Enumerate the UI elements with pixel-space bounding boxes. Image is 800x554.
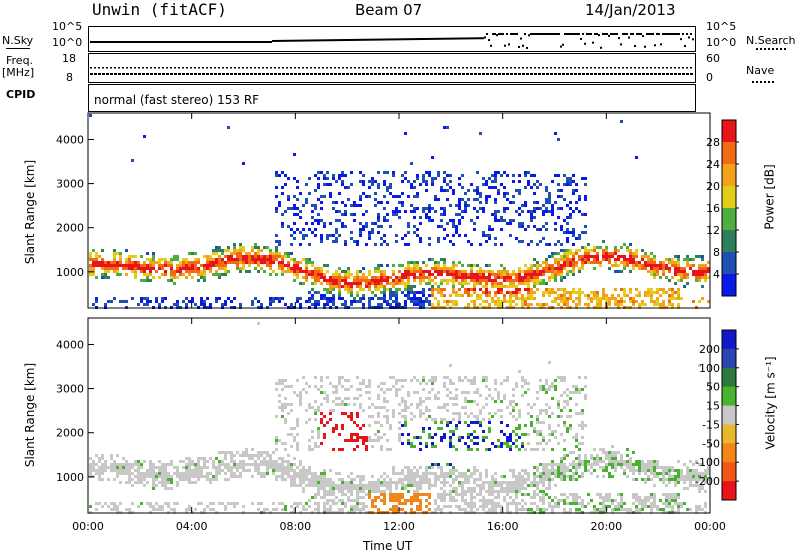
- noise-left-tick-top: 10^5: [52, 20, 83, 33]
- x-tick-label: 16:00: [487, 520, 519, 533]
- colorbar-tick-label: 15: [706, 400, 720, 413]
- colorbar-segment: [722, 142, 736, 165]
- colorbar-segment: [722, 252, 736, 275]
- colorbar-tick-label: 20: [706, 180, 720, 193]
- colorbar-segment: [722, 462, 736, 482]
- colorbar-segment: [722, 405, 736, 425]
- freq-tick-bottom: 8: [66, 71, 73, 84]
- colorbar-segment: [722, 164, 736, 187]
- cpid-value: normal (fast stereo) 153 RF: [94, 93, 260, 107]
- x-tick-label: 00:00: [694, 520, 726, 533]
- colorbar-tick-label: 50: [706, 381, 720, 394]
- colorbar-segment: [722, 330, 736, 350]
- colorbar-frame: [721, 329, 737, 501]
- freq-tick-top: 18: [62, 52, 76, 65]
- freq-panel: [88, 53, 696, 83]
- nave-label: Nave: [746, 64, 775, 77]
- colorbar-tick-label: 28: [706, 136, 720, 149]
- colorbar-tick-label: 200: [699, 343, 720, 356]
- x-tick-label: 12:00: [383, 520, 415, 533]
- freq-label: Freq.: [6, 54, 34, 67]
- noise-search-label: N.Search: [746, 34, 796, 47]
- colorbar-segment: [722, 230, 736, 253]
- y-tick-label: 2000: [56, 222, 84, 235]
- colorbar-tick-label: 8: [713, 246, 720, 259]
- x-tick-label: 08:00: [279, 520, 311, 533]
- y-tick-label: 4000: [56, 338, 84, 351]
- colorbar-segment: [722, 208, 736, 231]
- nave-legend-line: [752, 81, 774, 83]
- noise-left-tick-bottom: 10^0: [52, 36, 83, 49]
- colorbar-tick-label: 4: [713, 268, 720, 281]
- colorbar-tick-label: 100: [699, 362, 720, 375]
- colorbar-segment: [722, 386, 736, 407]
- x-tick-label: 20:00: [590, 520, 622, 533]
- nave-tick-top: 60: [706, 52, 720, 65]
- colorbar-tick-label: 12: [706, 224, 720, 237]
- y-tick-label: 1000: [56, 471, 84, 484]
- y-tick-label: 2000: [56, 427, 84, 440]
- colorbar-tick-label: -100: [695, 456, 720, 469]
- colorbar-tick-label: -200: [695, 475, 720, 488]
- colorbar-segment: [722, 443, 736, 463]
- colorbar-segment: [722, 481, 736, 501]
- freq-unit-label: [MHz]: [2, 66, 35, 79]
- noise-right-tick-top: 10^5: [706, 20, 737, 33]
- colorbar-tick-label: 24: [706, 158, 720, 171]
- heatmap-panel-0: [89, 114, 710, 309]
- x-tick-label: 00:00: [72, 520, 104, 533]
- y-tick-label: 3000: [56, 178, 84, 191]
- freq-trace: [90, 67, 693, 75]
- nave-tick-bottom: 0: [706, 71, 713, 84]
- x-axis-label: Time UT: [363, 539, 413, 553]
- colorbar-segment: [722, 186, 736, 209]
- y-tick-label: 1000: [56, 266, 84, 279]
- colorbar-segment: [722, 274, 736, 297]
- heatmap-panel-1: [89, 322, 710, 514]
- y-tick-label: 4000: [56, 133, 84, 146]
- date-title: 14/Jan/2013: [585, 1, 676, 19]
- beam-title: Beam 07: [355, 1, 423, 19]
- colorbar-segment: [722, 120, 736, 143]
- colorbar-segment: [722, 348, 736, 369]
- noise-trace: [90, 33, 694, 49]
- noise-sky-legend-line: [6, 48, 30, 49]
- colorbar-segment: [722, 424, 736, 444]
- cpid-label: CPID: [6, 88, 36, 101]
- station-title: Unwin (fitACF): [92, 0, 227, 19]
- colorbar-tick-label: -50: [702, 437, 720, 450]
- cpid-panel: [88, 84, 696, 112]
- colorbar-tick-label: 16: [706, 202, 720, 215]
- noise-right-tick-bottom: 10^0: [706, 36, 737, 49]
- noise-sky-label: N.Sky: [2, 34, 34, 47]
- y-tick-label: 3000: [56, 383, 84, 396]
- colorbar-segment: [722, 367, 736, 388]
- noise-search-legend-line: [756, 48, 786, 50]
- x-tick-label: 04:00: [176, 520, 208, 533]
- noise-panel: [88, 26, 696, 52]
- colorbar-tick-label: -15: [702, 418, 720, 431]
